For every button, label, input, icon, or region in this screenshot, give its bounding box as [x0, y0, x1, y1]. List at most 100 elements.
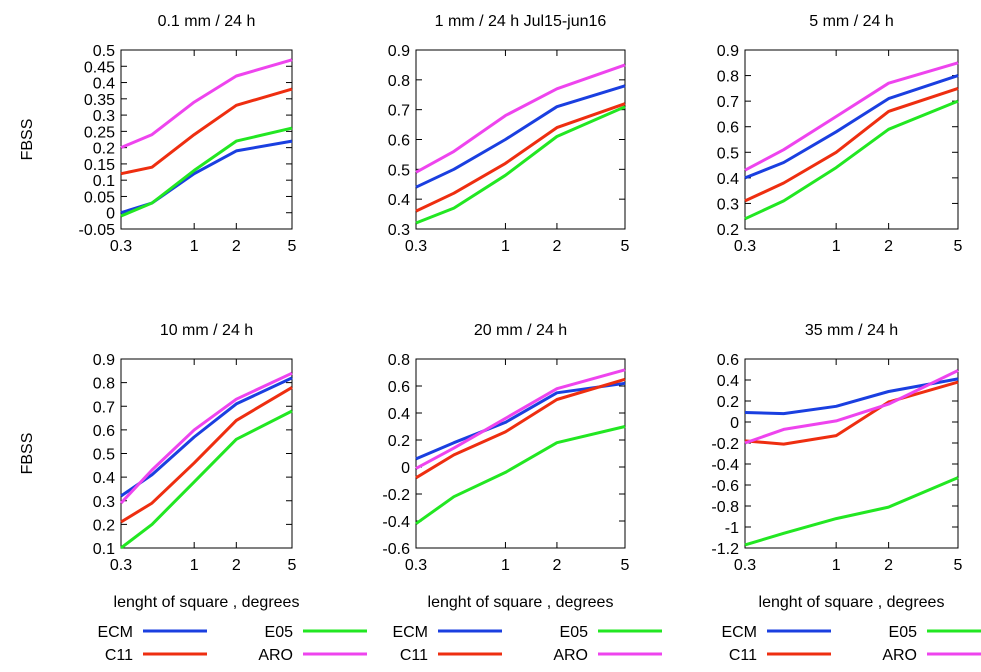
y-tick-label: 0.4 — [388, 406, 410, 423]
chart-title: 5 mm / 24 h — [809, 13, 893, 30]
series-line-e05 — [415, 105, 626, 225]
x-tick-label: 5 — [288, 557, 297, 574]
panel-4: 10 mm / 24 h 0.1 0.2 0.3 0.4 0.5 0.6 0.7 0.8 0.9 0… — [19, 322, 367, 664]
series-line-ecm — [415, 381, 626, 461]
plot-frame — [744, 358, 959, 549]
y-axis-label: FBSS — [19, 433, 36, 475]
x-tick-label: 2 — [884, 557, 893, 574]
y-tick-label: 0.6 — [93, 423, 115, 440]
x-tick-label: 2 — [232, 557, 241, 574]
legend-label: C11 — [400, 647, 428, 664]
x-tick-label: 2 — [884, 238, 893, 255]
x-tick-label: 2 — [232, 238, 241, 255]
x-tick-label: 2 — [552, 238, 561, 255]
y-tick-label: 0.1 — [93, 173, 115, 190]
y-tick-label: 0.4 — [717, 373, 739, 390]
y-tick-label: -0.4 — [382, 514, 410, 531]
y-tick-label: 0.3 — [93, 108, 115, 125]
y-tick-label: 0.7 — [717, 94, 739, 111]
y-tick-label: 0.5 — [388, 162, 410, 179]
y-tick-label: 0 — [106, 206, 115, 223]
x-tick-label: 5 — [954, 238, 963, 255]
y-tick-label: 0.2 — [93, 517, 115, 534]
y-tick-label: 0.35 — [84, 92, 115, 109]
y-tick-label: 0.3 — [388, 222, 410, 239]
y-tick-label: 0.9 — [388, 43, 410, 60]
y-tick-label: 0.5 — [717, 145, 739, 162]
y-tick-label: 0 — [730, 415, 739, 432]
y-tick-label: -0.2 — [711, 436, 739, 453]
y-tick-label: 0.7 — [93, 399, 115, 416]
legend-label: ARO — [882, 647, 917, 664]
series-line-e05 — [415, 425, 626, 525]
series-line-aro — [415, 368, 626, 470]
chart-title: 35 mm / 24 h — [805, 322, 898, 339]
y-tick-label: 0.25 — [84, 124, 115, 141]
series-line-aro — [119, 371, 293, 505]
x-tick-label: 5 — [621, 557, 630, 574]
legend-label: ECM — [392, 624, 428, 641]
series-line-ecm — [744, 74, 959, 180]
y-tick-label: -1 — [725, 520, 739, 537]
x-tick-label: 2 — [552, 557, 561, 574]
x-tick-label: 0.3 — [734, 238, 756, 255]
panel-3: 5 mm / 24 h0.20.30.40.50.60.70.80.90.3 1 2… — [717, 13, 963, 255]
y-tick-label: -1.2 — [711, 541, 739, 558]
chart-title: 1 mm / 24 h Jul15-jun16 — [435, 13, 607, 30]
y-tick-label: 0.05 — [84, 189, 115, 206]
legend: ECM E05 C11 ARO — [392, 624, 662, 664]
panel-6: 35 mm / 24 h -1.2 -1 -0.8 -0.6 -0.4 -0.2 0 0.2 0.… — [711, 322, 981, 664]
legend-label: ARO — [258, 647, 293, 664]
y-tick-label: 0 — [401, 460, 410, 477]
y-tick-label: 0.6 — [717, 352, 739, 369]
y-tick-label: 0.4 — [93, 76, 115, 93]
chart-title: 20 mm / 24 h — [474, 322, 567, 339]
series-line-aro — [744, 61, 959, 172]
legend-label: E05 — [265, 624, 294, 641]
series-line-c11 — [120, 386, 293, 524]
y-tick-label: 0.2 — [388, 433, 410, 450]
plot-frame — [120, 49, 293, 230]
y-tick-label: 0.2 — [717, 394, 739, 411]
x-axis-label: lenght of square , degrees — [428, 594, 614, 611]
x-tick-label: 1 — [832, 557, 841, 574]
y-tick-label: -0.6 — [382, 541, 410, 558]
series-line-e05 — [120, 409, 293, 550]
series-line-c11 — [415, 377, 626, 480]
panel-1: 0.1 mm / 24 h-0.0500.050.10.150.20.250.3… — [19, 13, 297, 255]
y-tick-label: 0.4 — [717, 171, 739, 188]
legend: ECM E05 C11 ARO — [721, 624, 981, 664]
chart-title: 10 mm / 24 h — [160, 322, 253, 339]
y-tick-label: 0.15 — [84, 157, 115, 174]
x-tick-label: 5 — [288, 238, 297, 255]
x-tick-label: 0.3 — [110, 557, 132, 574]
legend-label: ECM — [97, 624, 133, 641]
y-tick-label: 0.3 — [717, 196, 739, 213]
series-line-e05 — [120, 126, 293, 218]
y-tick-label: 0.5 — [93, 447, 115, 464]
series-line-c11 — [415, 102, 626, 213]
legend-label: E05 — [889, 624, 918, 641]
y-tick-label: 0.3 — [93, 494, 115, 511]
series-line-ecm — [744, 377, 959, 416]
plot-frame — [415, 358, 626, 549]
x-axis-label: lenght of square , degrees — [759, 594, 945, 611]
series-line-ecm — [120, 376, 293, 498]
chart-title: 0.1 mm / 24 h — [158, 13, 256, 30]
legend-label: ECM — [721, 624, 757, 641]
legend-label: E05 — [560, 624, 589, 641]
series-line-aro — [415, 63, 626, 174]
panel-5: 20 mm / 24 h -0.6 -0.4 -0.2 0 0.2 0.4 0.6 0.8 0.3… — [382, 322, 662, 664]
x-tick-label: 0.3 — [110, 238, 132, 255]
x-tick-label: 1 — [501, 238, 510, 255]
series-line-c11 — [120, 87, 293, 176]
legend-label: C11 — [105, 647, 133, 664]
y-tick-label: 0.8 — [388, 73, 410, 90]
x-tick-label: 1 — [832, 238, 841, 255]
x-tick-label: 1 — [501, 557, 510, 574]
y-tick-label: 0.6 — [388, 379, 410, 396]
y-tick-label: 0.9 — [93, 352, 115, 369]
y-tick-label: -0.8 — [711, 499, 739, 516]
x-tick-label: 0.3 — [405, 557, 427, 574]
